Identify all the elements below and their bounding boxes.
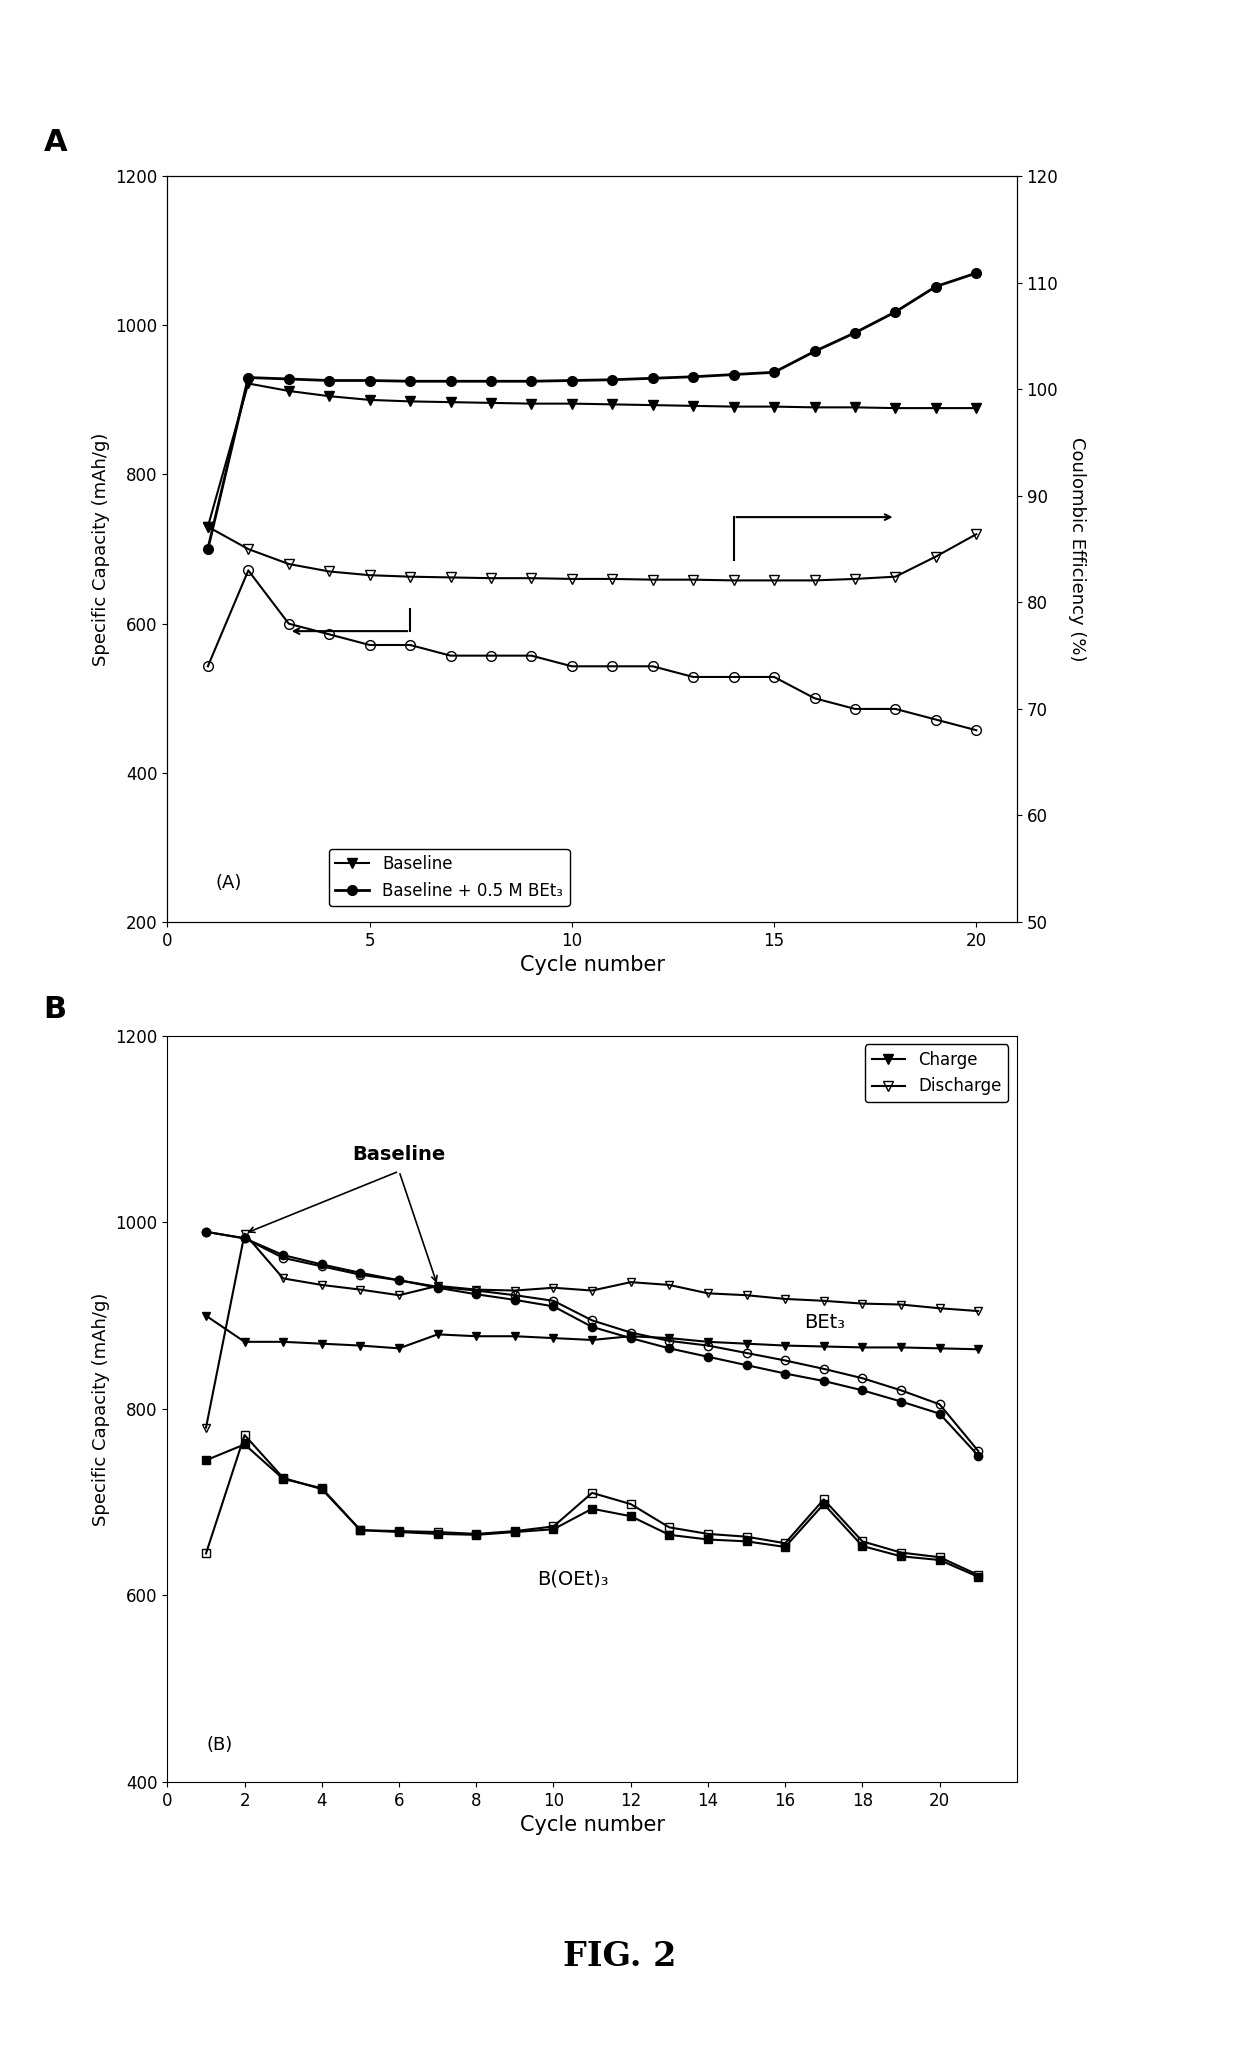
Legend: Baseline, Baseline + 0.5 M BEt₃: Baseline, Baseline + 0.5 M BEt₃	[329, 850, 569, 905]
Text: BEt₃: BEt₃	[805, 1314, 846, 1332]
Legend: Charge, Discharge: Charge, Discharge	[866, 1044, 1008, 1102]
X-axis label: Cycle number: Cycle number	[520, 955, 665, 976]
X-axis label: Cycle number: Cycle number	[520, 1815, 665, 1836]
Text: B: B	[43, 995, 67, 1024]
Text: B(OEt)₃: B(OEt)₃	[537, 1569, 609, 1587]
Text: Baseline: Baseline	[352, 1144, 445, 1164]
Text: (B): (B)	[206, 1736, 232, 1753]
Text: (A): (A)	[216, 874, 242, 893]
Y-axis label: Specific Capacity (mAh/g): Specific Capacity (mAh/g)	[92, 433, 110, 665]
Y-axis label: Specific Capacity (mAh/g): Specific Capacity (mAh/g)	[92, 1293, 110, 1525]
Text: FIG. 2: FIG. 2	[563, 1939, 677, 1973]
Text: A: A	[43, 128, 67, 157]
Y-axis label: Coulombic Efficiency (%): Coulombic Efficiency (%)	[1068, 437, 1086, 661]
